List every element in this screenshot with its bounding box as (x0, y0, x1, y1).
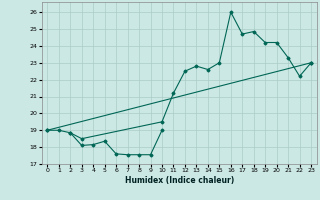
X-axis label: Humidex (Indice chaleur): Humidex (Indice chaleur) (124, 176, 234, 185)
